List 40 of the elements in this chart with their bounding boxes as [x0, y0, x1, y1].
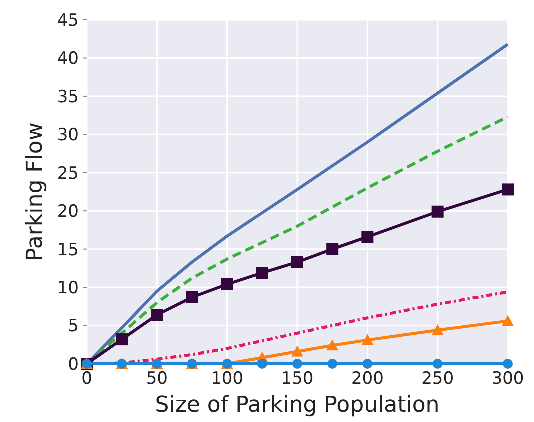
- x-axis-title: Size of Parking Population: [155, 393, 440, 418]
- y-tick-label: 15: [57, 240, 79, 260]
- point: [432, 206, 444, 218]
- point: [503, 359, 513, 369]
- y-tick-label: 30: [57, 126, 79, 146]
- y-axis-title: Parking Flow: [23, 122, 48, 262]
- point: [292, 359, 302, 369]
- y-tick-label: 35: [57, 87, 79, 108]
- point: [221, 278, 234, 290]
- y-tick-label: 0: [68, 354, 79, 375]
- x-tick-label: 150: [281, 369, 314, 389]
- point: [292, 256, 304, 268]
- x-tick-label: 300: [492, 369, 524, 389]
- point: [432, 359, 443, 369]
- x-tick-label: 250: [422, 369, 454, 389]
- y-tick-label: 10: [57, 278, 79, 299]
- point: [502, 315, 514, 326]
- x-tick-label: 100: [211, 369, 244, 389]
- point: [362, 334, 374, 346]
- x-tick-label: 0: [82, 369, 92, 389]
- point: [116, 334, 128, 346]
- point: [362, 231, 374, 244]
- point: [362, 359, 373, 369]
- y-tick-label: 40: [57, 49, 79, 70]
- point: [502, 184, 514, 196]
- point: [326, 340, 339, 351]
- y-tick-label: 45: [57, 10, 79, 31]
- point: [151, 309, 164, 322]
- point: [328, 359, 338, 369]
- x-tick-label: 200: [351, 369, 384, 389]
- point: [257, 359, 268, 369]
- point: [326, 243, 339, 256]
- point: [256, 267, 268, 280]
- y-tick-label: 25: [57, 164, 79, 184]
- x-tick-label: 50: [146, 369, 168, 389]
- point: [292, 346, 304, 357]
- y-tick-label: 5: [68, 316, 79, 337]
- point: [186, 291, 198, 304]
- point: [432, 324, 444, 336]
- y-tick-label: 20: [57, 202, 79, 222]
